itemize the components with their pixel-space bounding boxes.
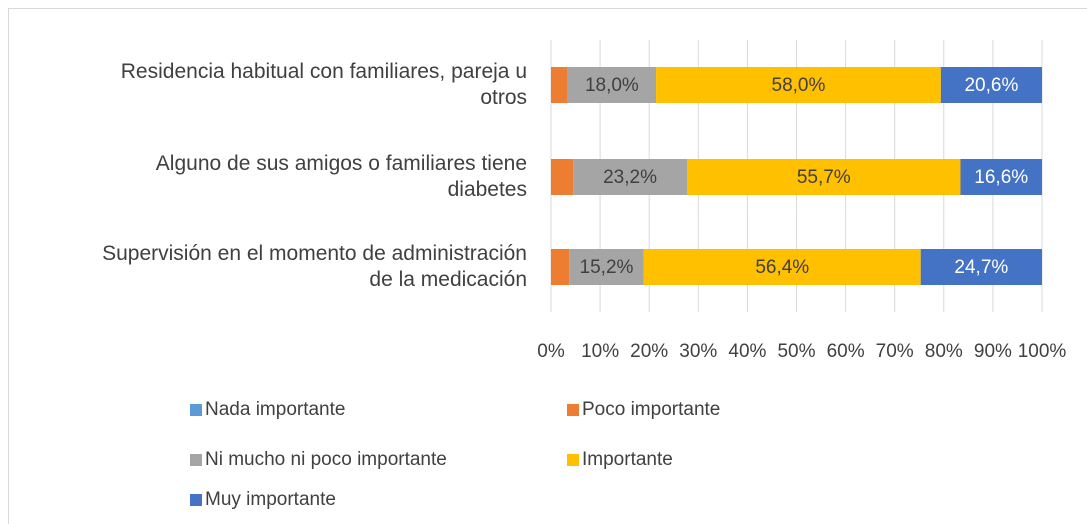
x-tick-label: 0% — [537, 341, 565, 362]
data-label: 58,0% — [772, 75, 826, 96]
category-label: Alguno de sus amigos o familiares tiene … — [155, 152, 527, 201]
legend-label: Muy importante — [205, 489, 336, 510]
legend-label: Nada importante — [205, 399, 345, 420]
legend-marker — [190, 494, 202, 506]
bar-segment — [643, 249, 921, 285]
chart-border — [8, 8, 1087, 524]
x-tick-label: 30% — [679, 341, 717, 362]
x-tick-label: 70% — [876, 341, 914, 362]
legend-label: Poco importante — [582, 399, 720, 420]
legend-label: Importante — [582, 449, 673, 470]
data-label: 20,6% — [964, 75, 1018, 96]
x-tick-label: 90% — [974, 341, 1012, 362]
legend-marker — [190, 404, 202, 416]
bar-segment — [920, 249, 1042, 285]
data-label: 18,0% — [585, 75, 639, 96]
bar-segment — [960, 159, 1042, 195]
bar-segment — [567, 67, 657, 103]
data-label: 15,2% — [580, 257, 634, 278]
bar-segment — [551, 67, 568, 103]
bar-segment — [687, 159, 961, 195]
data-label: 56,4% — [755, 257, 809, 278]
data-label: 55,7% — [797, 167, 851, 188]
x-tick-label: 40% — [728, 341, 766, 362]
bar-segment — [551, 159, 574, 195]
bar-segment — [656, 67, 941, 103]
x-tick-label: 80% — [925, 341, 963, 362]
data-label: 24,7% — [954, 257, 1008, 278]
legend-marker — [567, 404, 579, 416]
legend-label: Ni mucho ni poco importante — [205, 449, 447, 470]
bar-segment — [573, 159, 688, 195]
x-tick-label: 100% — [1018, 341, 1067, 362]
bar-segment — [940, 67, 1042, 103]
x-tick-label: 60% — [827, 341, 865, 362]
legend-marker — [567, 454, 579, 466]
bar-segment — [569, 249, 644, 285]
x-tick-label: 20% — [630, 341, 668, 362]
x-tick-label: 50% — [777, 341, 815, 362]
category-label: Residencia habitual con familiares, pare… — [120, 60, 527, 109]
data-label: 16,6% — [974, 167, 1028, 188]
category-label: Supervisión en el momento de administrac… — [102, 242, 527, 291]
data-label: 23,2% — [603, 167, 657, 188]
legend-marker — [190, 454, 202, 466]
x-tick-label: 10% — [581, 341, 619, 362]
bar-segment — [551, 249, 570, 285]
